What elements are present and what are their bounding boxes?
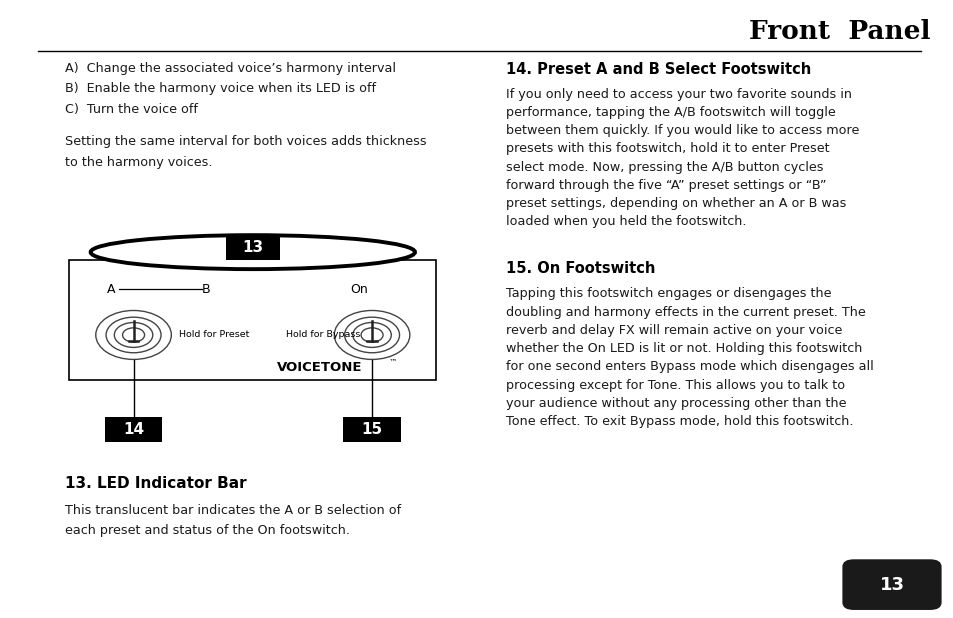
Text: presets with this footswitch, hold it to enter Preset: presets with this footswitch, hold it to… [505,143,828,156]
Text: C)  Turn the voice off: C) Turn the voice off [65,103,197,116]
Text: Setting the same interval for both voices adds thickness: Setting the same interval for both voice… [65,135,426,148]
Text: processing except for Tone. This allows you to talk to: processing except for Tone. This allows … [505,378,843,392]
Text: This translucent bar indicates the A or B selection of: This translucent bar indicates the A or … [65,504,400,517]
Text: reverb and delay FX will remain active on your voice: reverb and delay FX will remain active o… [505,324,841,337]
Text: 14. Preset A and B Select Footswitch: 14. Preset A and B Select Footswitch [505,62,810,77]
Text: for one second enters Bypass mode which disengages all: for one second enters Bypass mode which … [505,360,872,373]
Text: 13: 13 [879,575,903,594]
Text: Front  Panel: Front Panel [748,19,929,43]
Text: between them quickly. If you would like to access more: between them quickly. If you would like … [505,124,858,137]
Text: ™: ™ [389,358,397,367]
Ellipse shape [91,235,415,269]
Text: A: A [107,282,115,296]
Text: 15. On Footswitch: 15. On Footswitch [505,261,655,276]
Text: Tapping this footswitch engages or disengages the: Tapping this footswitch engages or disen… [505,287,830,300]
Text: B: B [202,282,211,296]
Bar [343,417,400,442]
Text: Hold for Preset: Hold for Preset [179,331,250,339]
FancyBboxPatch shape [841,559,941,610]
Text: If you only need to access your two favorite sounds in: If you only need to access your two favo… [505,88,851,101]
Bar [105,417,162,442]
Text: preset settings, depending on whether an A or B was: preset settings, depending on whether an… [505,197,845,210]
Text: 14: 14 [123,422,144,437]
Text: doubling and harmony effects in the current preset. The: doubling and harmony effects in the curr… [505,306,864,319]
Text: to the harmony voices.: to the harmony voices. [65,156,213,169]
Text: whether the On LED is lit or not. Holding this footswitch: whether the On LED is lit or not. Holdin… [505,342,862,355]
Text: each preset and status of the On footswitch.: each preset and status of the On footswi… [65,524,350,537]
Text: performance, tapping the A/B footswitch will toggle: performance, tapping the A/B footswitch … [505,106,835,119]
Text: 15: 15 [361,422,382,437]
Text: loaded when you held the footswitch.: loaded when you held the footswitch. [505,216,745,229]
Bar [226,235,279,260]
Text: B)  Enable the harmony voice when its LED is off: B) Enable the harmony voice when its LED… [65,82,375,95]
Text: A)  Change the associated voice’s harmony interval: A) Change the associated voice’s harmony… [65,62,395,75]
Text: 13: 13 [242,240,263,255]
Text: Tone effect. To exit Bypass mode, hold this footswitch.: Tone effect. To exit Bypass mode, hold t… [505,415,852,428]
Text: forward through the five “A” preset settings or “B”: forward through the five “A” preset sett… [505,179,825,192]
Text: Hold for Bypass: Hold for Bypass [286,331,360,339]
Bar [69,260,436,380]
Text: select mode. Now, pressing the A/B button cycles: select mode. Now, pressing the A/B butto… [505,161,822,174]
Text: 13. LED Indicator Bar: 13. LED Indicator Bar [65,476,246,491]
Text: your audience without any processing other than the: your audience without any processing oth… [505,397,845,410]
Text: On: On [350,282,368,296]
Text: VOICETONE: VOICETONE [276,361,362,375]
